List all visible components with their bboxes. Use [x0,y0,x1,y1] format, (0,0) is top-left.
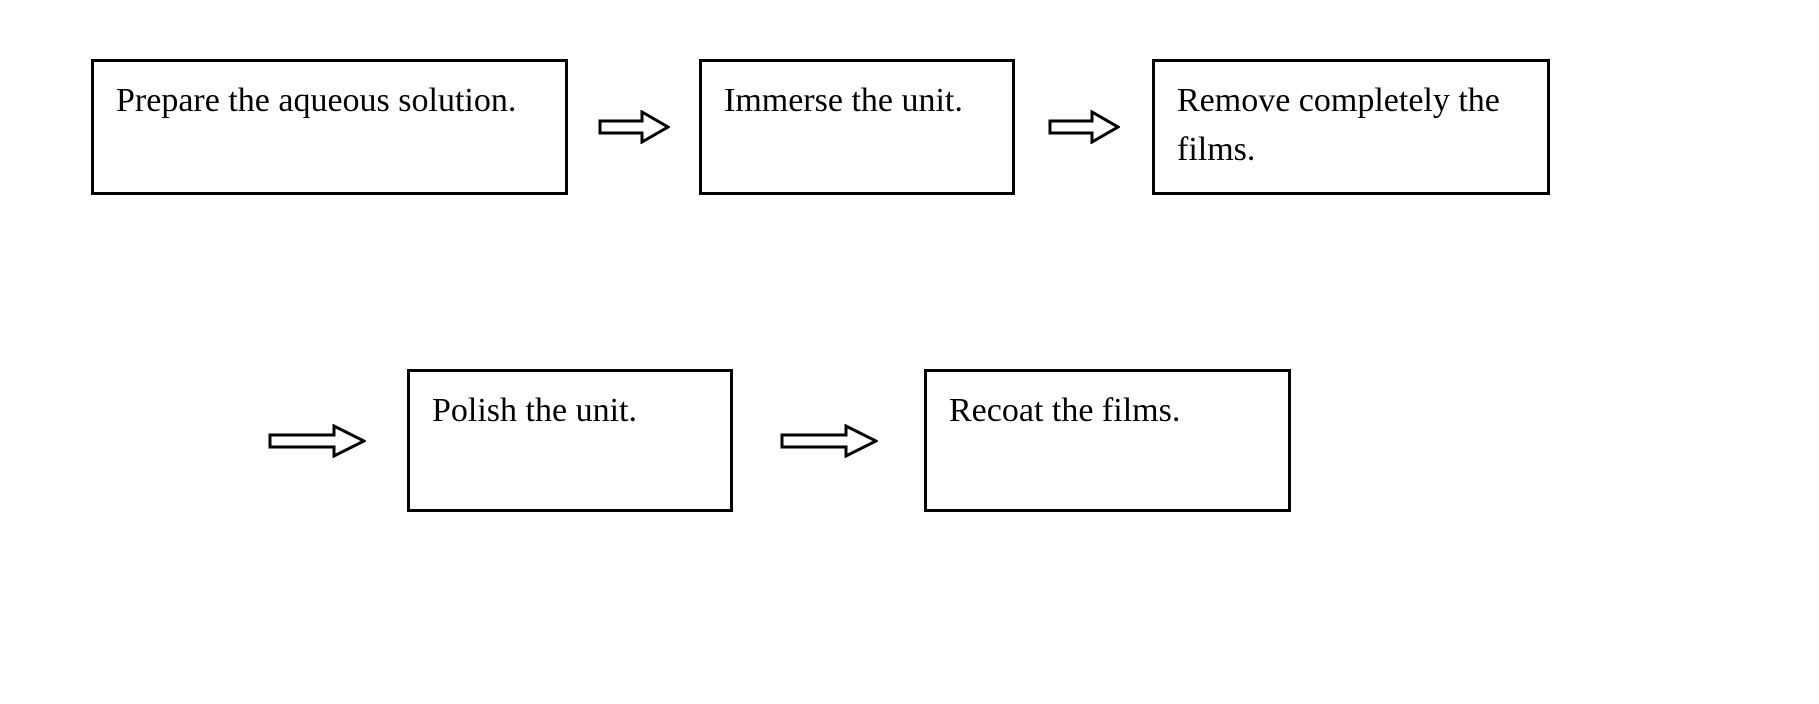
flow-node-prepare: Prepare the aqueous solution. [91,59,568,195]
flow-node-remove: Remove completely the films. [1152,59,1550,195]
arrow-icon [268,424,366,458]
arrow-icon [1048,110,1120,144]
flow-node-label: Polish the unit. [432,386,637,435]
flow-node-recoat: Recoat the films. [924,369,1291,512]
flow-node-immerse: Immerse the unit. [699,59,1015,195]
flow-node-label: Remove completely the films. [1177,76,1525,175]
arrow-icon [598,110,670,144]
flow-node-label: Prepare the aqueous solution. [116,76,516,125]
flow-node-polish: Polish the unit. [407,369,733,512]
flowchart-canvas: Prepare the aqueous solution. Immerse th… [0,0,1819,704]
flow-node-label: Immerse the unit. [724,76,963,125]
arrow-icon [780,424,878,458]
flow-node-label: Recoat the films. [949,386,1180,435]
